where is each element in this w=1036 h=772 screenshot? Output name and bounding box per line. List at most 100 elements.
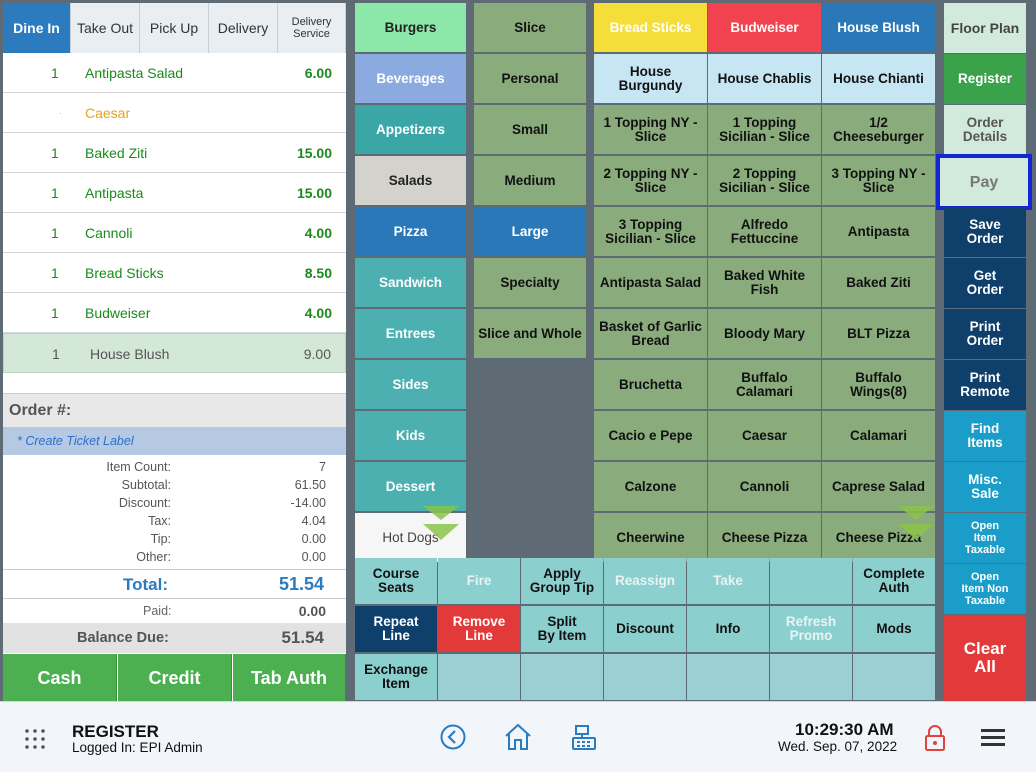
category-entrees[interactable]: Entrees xyxy=(355,309,466,358)
find-items-button[interactable]: Find Items xyxy=(944,411,1026,461)
credit-button[interactable]: Credit xyxy=(118,654,232,701)
hamburger-menu-icon[interactable] xyxy=(980,727,1006,749)
category-appetizers[interactable]: Appetizers xyxy=(355,105,466,154)
menu-item-budweiser[interactable]: Budweiser xyxy=(708,3,821,52)
menu-item-buffalo-calamari[interactable]: Buffalo Calamari xyxy=(708,360,821,409)
category-burgers[interactable]: Burgers xyxy=(355,3,466,52)
menu-item-1-topping-ny-slice[interactable]: 1 Topping NY - Slice xyxy=(594,105,707,154)
print-order-button[interactable]: Print Order xyxy=(944,309,1026,359)
category-beverages[interactable]: Beverages xyxy=(355,54,466,103)
menu-item-2-topping-sicilian-slice[interactable]: 2 Topping Sicilian - Slice xyxy=(708,156,821,205)
back-icon[interactable] xyxy=(440,724,466,750)
category-sides[interactable]: Sides xyxy=(355,360,466,409)
get-order-button[interactable]: Get Order xyxy=(944,258,1026,308)
subcategory-slice-and-whole[interactable]: Slice and Whole xyxy=(474,309,586,358)
menu-item-house-burgundy[interactable]: House Burgundy xyxy=(594,54,707,103)
tab-delivery[interactable]: Delivery xyxy=(209,3,278,53)
action-split-by-item-button[interactable]: Split By Item xyxy=(521,606,603,652)
order-line-item[interactable]: 1 Antipasta Salad 6.00 xyxy=(3,53,346,93)
open-item-taxable-button[interactable]: Open Item Taxable xyxy=(944,513,1026,563)
tab-delivery-service[interactable]: Delivery Service xyxy=(278,3,346,53)
action-course-seats-button[interactable]: Course Seats xyxy=(355,558,437,604)
menu-item-alfredo-fettuccine[interactable]: Alfredo Fettuccine xyxy=(708,207,821,256)
menu-item-buffalo-wings-8[interactable]: Buffalo Wings(8) xyxy=(822,360,935,409)
menu-item-house-chianti[interactable]: House Chianti xyxy=(822,54,935,103)
menu-item-cheese-pizza[interactable]: Cheese Pizza xyxy=(708,513,821,562)
action-exchange-item-button[interactable]: Exchange Item xyxy=(355,654,437,700)
clear-all-button[interactable]: Clear All xyxy=(944,615,1026,701)
order-line-item[interactable]: 1 Baked Ziti 15.00 xyxy=(3,133,346,173)
order-line-item[interactable]: 1 Budweiser 4.00 xyxy=(3,293,346,333)
menu-item-2-topping-ny-slice[interactable]: 2 Topping NY - Slice xyxy=(594,156,707,205)
menu-item-caprese-salad[interactable]: Caprese Salad xyxy=(822,462,935,511)
tab-pick-up[interactable]: Pick Up xyxy=(140,3,209,53)
subcategory-slice[interactable]: Slice xyxy=(474,3,586,52)
menu-item-3-topping-sicilian-slice[interactable]: 3 Topping Sicilian - Slice xyxy=(594,207,707,256)
item-price: 4.00 xyxy=(304,305,332,321)
menu-item-bread-sticks[interactable]: Bread Sticks xyxy=(594,3,707,52)
lock-icon[interactable] xyxy=(924,724,946,752)
subcategory-small[interactable]: Small xyxy=(474,105,586,154)
save-order-button[interactable]: Save Order xyxy=(944,207,1026,257)
action-info-button[interactable]: Info xyxy=(687,606,769,652)
category-pizza[interactable]: Pizza xyxy=(355,207,466,256)
register-button[interactable]: Register xyxy=(944,54,1026,104)
menu-item-basket-of-garlic-bread[interactable]: Basket of Garlic Bread xyxy=(594,309,707,358)
menu-item-cheerwine[interactable]: Cheerwine xyxy=(594,513,707,562)
menu-item-bruchetta[interactable]: Bruchetta xyxy=(594,360,707,409)
menu-item-1-2-cheeseburger[interactable]: 1/2 Cheeseburger xyxy=(822,105,935,154)
action-discount-button[interactable]: Discount xyxy=(604,606,686,652)
home-icon[interactable] xyxy=(503,722,533,752)
menu-item-baked-white-fish[interactable]: Baked White Fish xyxy=(708,258,821,307)
menu-item-1-topping-sicilian-slice[interactable]: 1 Topping Sicilian - Slice xyxy=(708,105,821,154)
action-apply-group-tip-button[interactable]: Apply Group Tip xyxy=(521,558,603,604)
order-line-item[interactable]: 1 House Blush 9.00 xyxy=(3,333,346,373)
tab-dine-in[interactable]: Dine In xyxy=(3,3,71,53)
action-mods-button[interactable]: Mods xyxy=(853,606,935,652)
create-ticket-label-button[interactable]: * Create Ticket Label xyxy=(3,427,346,455)
category-dessert[interactable]: Dessert xyxy=(355,462,466,511)
print-remote-button[interactable]: Print Remote xyxy=(944,360,1026,410)
menu-item-antipasta[interactable]: Antipasta xyxy=(822,207,935,256)
category-salads[interactable]: Salads xyxy=(355,156,466,205)
menu-item-baked-ziti[interactable]: Baked Ziti xyxy=(822,258,935,307)
cash-register-icon[interactable] xyxy=(570,722,598,752)
order-number-bar: Order #: xyxy=(3,393,346,427)
action-repeat-line-button[interactable]: Repeat Line xyxy=(355,606,437,652)
category-sandwich[interactable]: Sandwich xyxy=(355,258,466,307)
menu-item-caesar[interactable]: Caesar xyxy=(708,411,821,460)
action-complete-auth-button[interactable]: Complete Auth xyxy=(853,558,935,604)
menu-item-calzone[interactable]: Calzone xyxy=(594,462,707,511)
subcategory-personal[interactable]: Personal xyxy=(474,54,586,103)
app-grid-icon[interactable] xyxy=(24,728,46,750)
menu-item-cacio-e-pepe[interactable]: Cacio e Pepe xyxy=(594,411,707,460)
tab-auth-button[interactable]: Tab Auth xyxy=(233,654,346,701)
scroll-down-arrow-icon[interactable] xyxy=(421,504,461,552)
subcategory-medium[interactable]: Medium xyxy=(474,156,586,205)
menu-item-cannoli[interactable]: Cannoli xyxy=(708,462,821,511)
order-line-item[interactable]: 1 Bread Sticks 8.50 xyxy=(3,253,346,293)
category-kids[interactable]: Kids xyxy=(355,411,466,460)
subcategory-large[interactable]: Large xyxy=(474,207,586,256)
order-details-button[interactable]: Order Details xyxy=(944,105,1026,155)
menu-item-house-chablis[interactable]: House Chablis xyxy=(708,54,821,103)
order-line-item[interactable]: 1 Cannoli 4.00 xyxy=(3,213,346,253)
menu-item-blt-pizza[interactable]: BLT Pizza xyxy=(822,309,935,358)
pay-button[interactable]: Pay xyxy=(936,154,1032,210)
subcategory-specialty[interactable]: Specialty xyxy=(474,258,586,307)
menu-item-calamari[interactable]: Calamari xyxy=(822,411,935,460)
action-remove-line-button[interactable]: Remove Line xyxy=(438,606,520,652)
menu-item-house-blush[interactable]: House Blush xyxy=(822,3,935,52)
order-line-item[interactable]: 1 Antipasta 15.00 xyxy=(3,173,346,213)
menu-item-3-topping-ny-slice[interactable]: 3 Topping NY - Slice xyxy=(822,156,935,205)
menu-item-bloody-mary[interactable]: Bloody Mary xyxy=(708,309,821,358)
cash-button[interactable]: Cash xyxy=(3,654,117,701)
menu-item-antipasta-salad[interactable]: Antipasta Salad xyxy=(594,258,707,307)
misc-sale-button[interactable]: Misc. Sale xyxy=(944,462,1026,512)
items-scroll-down-arrow-icon[interactable] xyxy=(896,504,936,552)
floor-plan-button[interactable]: Floor Plan xyxy=(944,3,1026,53)
tab-take-out[interactable]: Take Out xyxy=(71,3,140,53)
order-line-item[interactable]: · Caesar xyxy=(3,93,346,133)
open-item-non-taxable-button[interactable]: Open Item Non Taxable xyxy=(944,564,1026,614)
category-hot-dogs[interactable]: Hot Dogs xyxy=(355,513,466,562)
